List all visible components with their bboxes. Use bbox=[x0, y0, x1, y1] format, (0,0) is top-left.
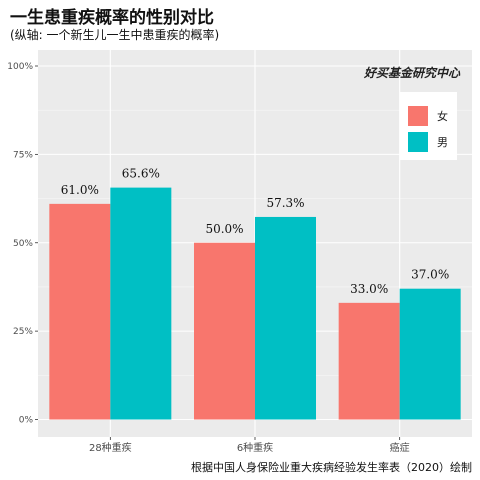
bar bbox=[194, 242, 255, 420]
bar bbox=[110, 187, 172, 420]
legend-label: 男 bbox=[437, 136, 448, 149]
data-label: 37.0% bbox=[411, 268, 449, 282]
data-label: 61.0% bbox=[61, 183, 99, 197]
bar bbox=[49, 203, 111, 420]
x-tick-label: 28种重疾 bbox=[89, 441, 132, 454]
x-tick-label: 6种重疾 bbox=[237, 441, 273, 454]
y-tick-label: 100% bbox=[7, 62, 33, 72]
x-axis: 28种重疾 6种重疾 癌症 bbox=[89, 437, 410, 454]
data-label: 65.6% bbox=[122, 167, 160, 181]
legend: 女男 bbox=[400, 92, 457, 160]
legend-swatch bbox=[408, 132, 428, 152]
data-label: 50.0% bbox=[205, 222, 243, 236]
y-axis: 0% 25% 50% 75% 100% bbox=[7, 62, 38, 426]
watermark: 好买基金研究中心 bbox=[363, 66, 461, 80]
bar bbox=[399, 288, 461, 420]
y-tick-label: 0% bbox=[19, 416, 34, 426]
bar bbox=[338, 302, 400, 420]
y-tick-label: 25% bbox=[13, 327, 33, 337]
y-tick-label: 50% bbox=[13, 239, 33, 249]
chart-subtitle: (纵轴: 一个新生儿一生中患重疾的概率) bbox=[10, 28, 220, 42]
data-label: 57.3% bbox=[266, 196, 304, 210]
bar bbox=[255, 216, 316, 420]
chart-caption: 根据中国人身保险业重大疾病经验发生率表（2020）绘制 bbox=[191, 461, 472, 474]
legend-label: 女 bbox=[437, 109, 448, 123]
data-labels: 61.0% 65.6% 50.0% 57.3% 33.0% 37.0% bbox=[61, 167, 449, 296]
y-tick-label: 75% bbox=[13, 150, 33, 160]
chart-title: 一生患重疾概率的性别对比 bbox=[10, 8, 214, 28]
x-tick-label: 癌症 bbox=[390, 441, 410, 454]
data-label: 33.0% bbox=[350, 282, 388, 296]
bars bbox=[49, 187, 461, 420]
legend-swatch bbox=[408, 106, 428, 126]
